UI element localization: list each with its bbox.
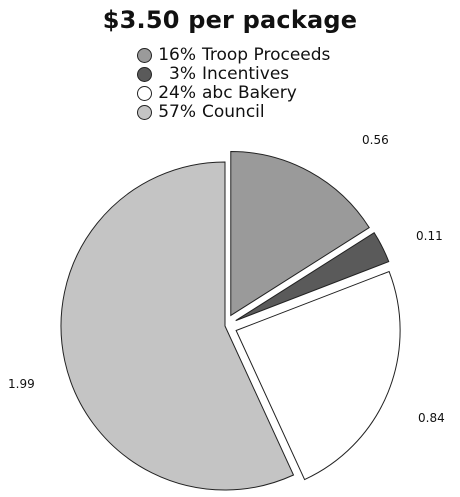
slice-value-label: 0.84 bbox=[418, 411, 445, 425]
legend-swatch bbox=[137, 67, 152, 82]
legend-swatch bbox=[137, 86, 152, 101]
chart-title: $3.50 per package bbox=[102, 6, 358, 34]
slice-value-label: 1.99 bbox=[8, 377, 35, 391]
legend-label: Troop Proceeds bbox=[202, 45, 331, 65]
slice-value-label: 0.56 bbox=[362, 133, 389, 147]
legend-item: 57% Council bbox=[137, 103, 330, 122]
legend-label: Council bbox=[202, 102, 265, 122]
legend-label: abc Bakery bbox=[202, 83, 297, 103]
legend-item: 24% abc Bakery bbox=[137, 84, 330, 103]
legend-percent: 24% bbox=[158, 83, 196, 103]
slice-value-label: 0.11 bbox=[416, 229, 443, 243]
legend: 16% Troop Proceeds 3% Incentives 24% abc… bbox=[137, 46, 330, 122]
legend-percent: 57% bbox=[158, 102, 196, 122]
legend-item: 16% Troop Proceeds bbox=[137, 46, 330, 65]
legend-percent: 3% bbox=[169, 64, 196, 84]
legend-percent: 16% bbox=[158, 45, 196, 65]
pie-slice-troop-proceeds bbox=[230, 150, 370, 317]
pie-slice-incentives bbox=[235, 232, 390, 322]
pie-slice-council bbox=[60, 161, 295, 491]
legend-label: Incentives bbox=[202, 64, 290, 84]
legend-item: 3% Incentives bbox=[137, 65, 330, 84]
legend-swatch bbox=[137, 48, 152, 63]
legend-swatch bbox=[137, 105, 152, 120]
pie-slice-abc-bakery bbox=[235, 270, 401, 481]
